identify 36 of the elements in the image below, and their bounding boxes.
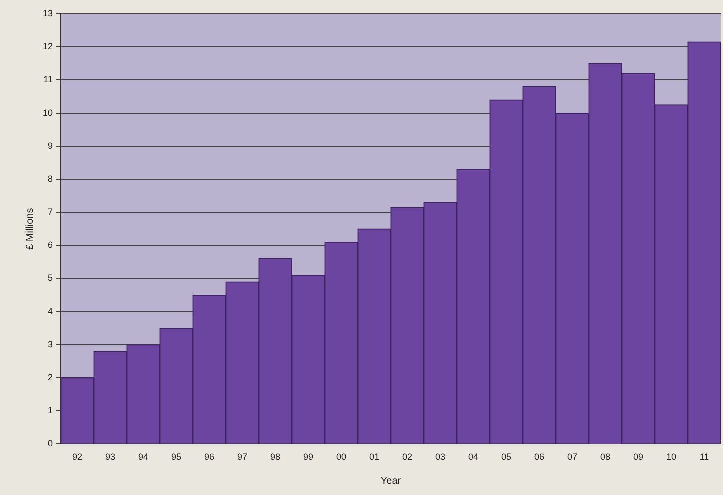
y-tick-label: 9	[48, 140, 54, 151]
x-tick-label: 94	[138, 452, 149, 462]
y-tick-label: 13	[42, 8, 54, 18]
y-tick-label: 4	[48, 306, 54, 316]
x-tick-label: 95	[172, 452, 182, 462]
x-axis-title: Year	[380, 476, 402, 487]
x-tick-label: 10	[666, 452, 677, 462]
x-tick-label: 92	[72, 452, 83, 462]
y-tick-label: 1	[48, 406, 54, 416]
y-tick-label: 0	[48, 438, 54, 449]
x-tick-label: 05	[501, 452, 512, 462]
y-axis-title: £ Millions	[24, 208, 36, 250]
y-tick-label: 7	[48, 207, 54, 218]
y-tick-label: 6	[48, 240, 54, 250]
x-tick-label: 04	[468, 452, 479, 462]
y-tick-label: 11	[44, 74, 54, 85]
y-tick-label: 3	[48, 339, 54, 350]
x-tick-label: 93	[106, 452, 116, 462]
x-tick-label: 01	[370, 452, 380, 462]
x-tick-label: 97	[238, 452, 248, 462]
x-tick-label: 09	[633, 452, 644, 462]
x-tick-label: 00	[336, 452, 347, 462]
x-tick-label: 98	[270, 452, 281, 462]
x-tick-label: 96	[204, 452, 215, 462]
y-tick-label: 10	[42, 108, 54, 118]
x-tick-label: 08	[600, 452, 611, 462]
y-tick-label: 2	[48, 372, 54, 382]
x-tick-label: 03	[435, 452, 446, 462]
x-tick-label: 99	[304, 452, 314, 462]
y-tick-label: 12	[42, 42, 54, 52]
y-tick-label: 5	[48, 273, 54, 284]
x-tick-label: 07	[567, 452, 578, 462]
x-tick-label: 11	[700, 452, 710, 462]
y-tick-label: 8	[48, 174, 54, 184]
x-tick-label: 02	[402, 452, 413, 462]
x-tick-label: 06	[534, 452, 545, 462]
